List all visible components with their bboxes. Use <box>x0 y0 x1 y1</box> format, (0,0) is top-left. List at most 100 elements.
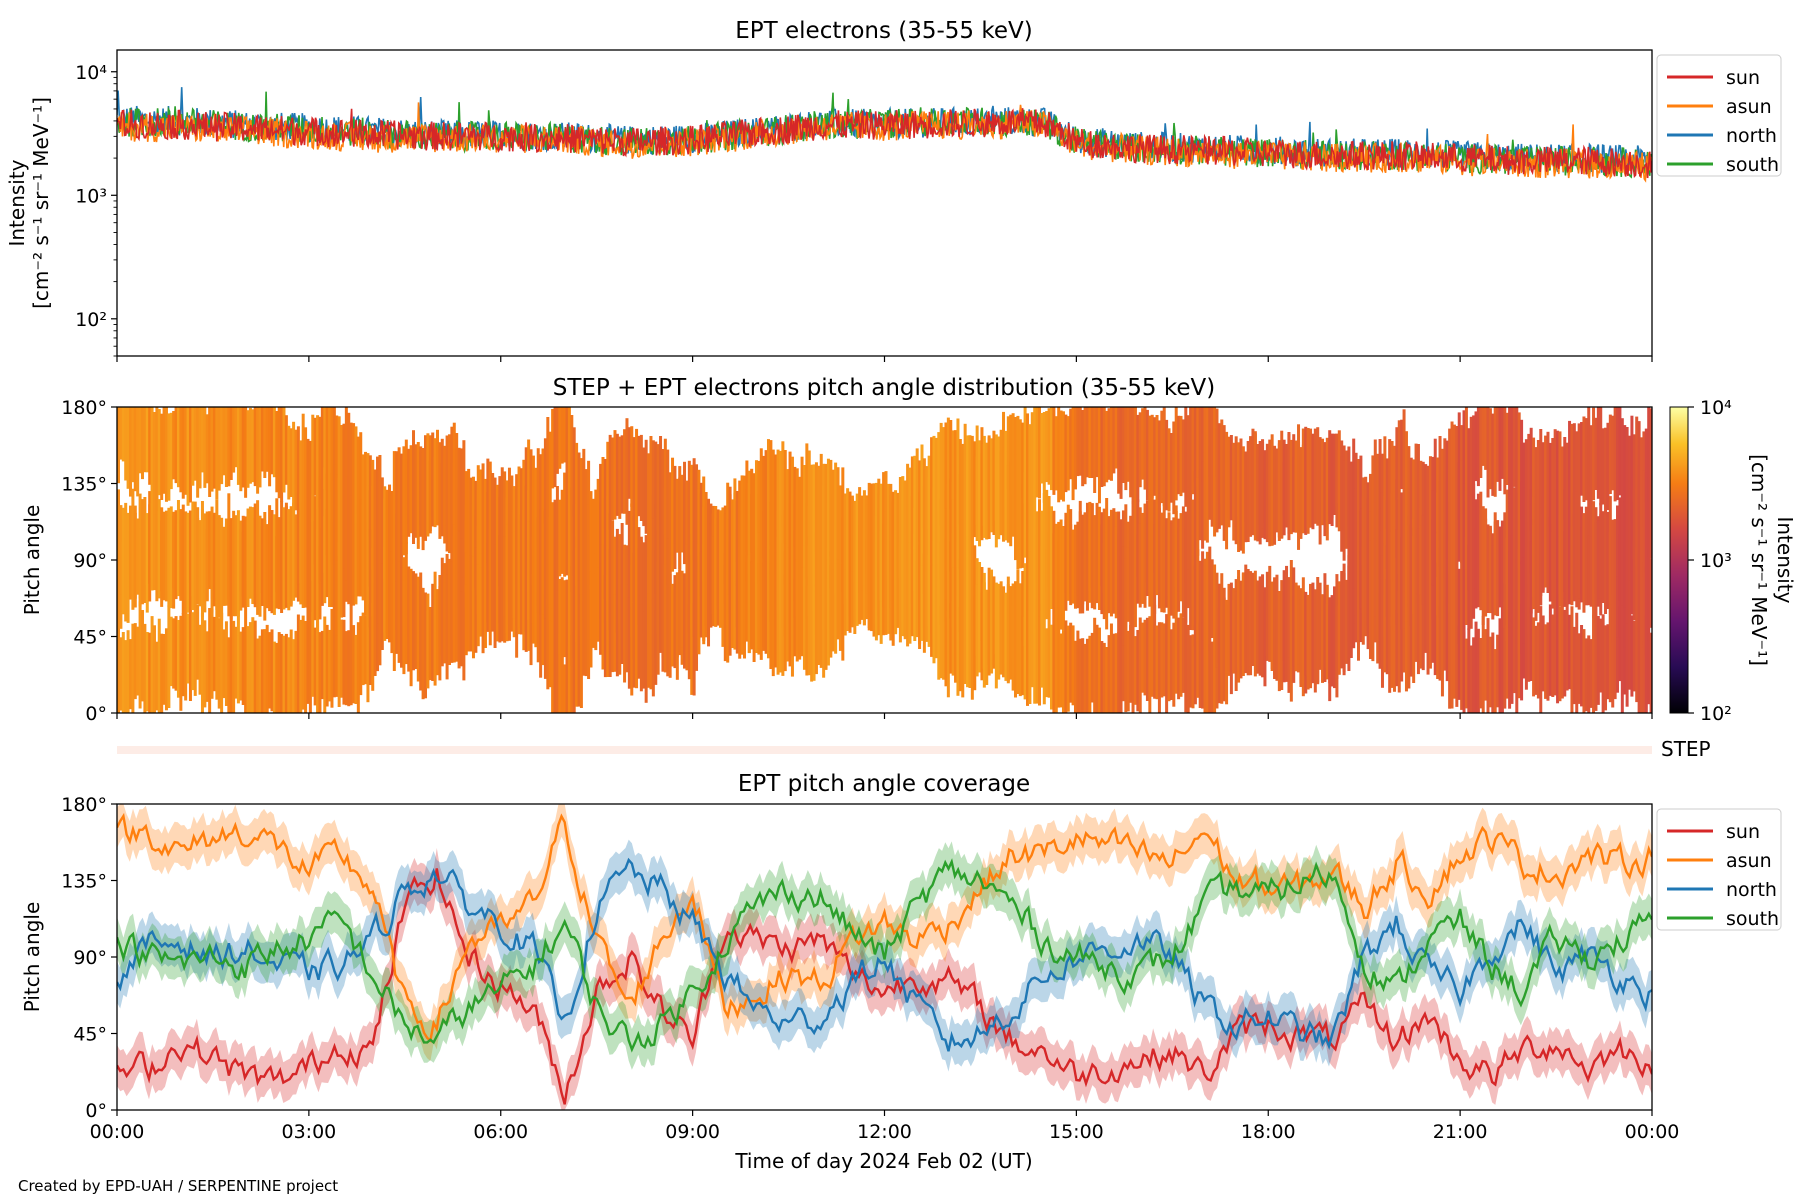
pad-cell <box>1203 558 1207 649</box>
pad-cell <box>1313 428 1317 508</box>
pad-cell <box>1073 407 1077 490</box>
pad-cell <box>529 519 533 623</box>
pad-cell <box>258 407 262 488</box>
pad-cell <box>167 515 171 607</box>
pad-cell <box>666 496 670 585</box>
pad-cell <box>493 477 497 560</box>
pad-cell <box>1388 534 1392 634</box>
pad-cell <box>1424 581 1428 653</box>
pad-cell <box>1529 541 1533 614</box>
pad-cell <box>445 574 449 680</box>
pad-cell <box>1121 546 1125 646</box>
pad-cell <box>1023 563 1027 647</box>
pad-cell <box>176 620 180 698</box>
pad-cell <box>1186 535 1190 609</box>
pad-cell <box>212 516 216 600</box>
pad-cell <box>826 578 830 666</box>
pad-cell <box>1608 496 1612 605</box>
pad-cell <box>1596 616 1600 705</box>
pad-cell <box>802 465 806 540</box>
pad-cell <box>284 502 288 600</box>
pad-cell <box>1325 437 1329 541</box>
pad-cell <box>212 407 216 489</box>
pad-cell <box>1532 617 1536 697</box>
pad-cell <box>236 633 240 704</box>
pad-cell <box>666 564 670 665</box>
pad-cell <box>1081 410 1085 487</box>
pad-cell <box>248 512 252 599</box>
pad-cell <box>942 427 946 522</box>
pad-cell <box>294 630 298 713</box>
pad-cell <box>985 589 989 685</box>
pad-cell <box>1558 431 1562 537</box>
pad-cell <box>1155 625 1159 700</box>
pad-cell <box>637 548 641 625</box>
pad-cell <box>332 522 336 627</box>
pad-cell <box>517 521 521 628</box>
pad-cell <box>587 535 591 640</box>
pad-cell <box>757 494 761 585</box>
pad-cell <box>325 473 329 556</box>
pad-cell <box>546 599 550 690</box>
pad-cell <box>1419 460 1423 536</box>
pad-cell <box>1433 566 1437 676</box>
pad-cell <box>1335 434 1339 528</box>
pad-cell <box>1133 636 1137 705</box>
pad-cell <box>1380 492 1384 578</box>
pad-cell <box>1121 407 1125 483</box>
pad-cell <box>1265 571 1269 656</box>
pad-cell <box>1225 599 1229 674</box>
pad-cell <box>421 591 425 700</box>
pad-cell <box>968 539 972 638</box>
pad-cell <box>471 569 475 659</box>
pad-cell <box>1198 622 1202 708</box>
pad-cell <box>361 454 365 525</box>
pad-cell <box>1378 439 1382 542</box>
pad-cell <box>1114 526 1118 619</box>
pad-cell <box>1275 574 1279 681</box>
pad-cell <box>140 610 144 702</box>
colorbar-tick-label: 10⁴ <box>1700 397 1732 419</box>
pad-cell <box>553 562 557 635</box>
pad-cell <box>714 525 718 627</box>
pad-cell <box>896 497 900 576</box>
pad-cell <box>1193 470 1197 570</box>
pad-cell <box>536 592 540 663</box>
pad-cell <box>575 504 579 586</box>
pad-cell <box>1316 606 1320 685</box>
pad-cell <box>140 506 144 605</box>
pad-cell <box>1340 571 1344 660</box>
pad-cell <box>843 493 847 570</box>
pad-cell <box>812 534 816 611</box>
pad-cell <box>589 498 593 585</box>
pad-cell <box>471 476 475 557</box>
pad-cell <box>819 595 823 668</box>
pad-cell <box>1244 564 1248 661</box>
pad-cell <box>649 436 653 528</box>
pad-cell <box>330 519 334 607</box>
pad-cell <box>738 480 742 551</box>
panel-pad: STEP + EPT electrons pitch angle distrib… <box>20 375 1797 761</box>
pad-cell <box>287 509 291 611</box>
pad-cell <box>671 457 675 553</box>
pad-cell <box>256 500 260 595</box>
pad-cell <box>157 510 161 599</box>
pad-cell <box>1604 427 1608 506</box>
pad-cell <box>1383 546 1387 637</box>
pad-cell <box>320 478 324 582</box>
pad-cell <box>1628 488 1632 581</box>
pad-cell <box>1081 518 1085 605</box>
pad-cell <box>635 602 639 689</box>
pad-cell <box>371 548 375 617</box>
pad-cell <box>289 428 293 497</box>
pad-cell <box>1095 624 1099 713</box>
pad-cell <box>608 434 612 530</box>
pad-cell <box>1649 558 1652 628</box>
pad-cell <box>1548 492 1552 568</box>
pad-cell <box>1160 622 1164 698</box>
pad-cell <box>1510 483 1514 584</box>
pad-cell <box>1373 532 1377 617</box>
pad-cell <box>1261 442 1265 529</box>
pad-cell <box>301 502 305 580</box>
pad-cell <box>294 517 298 590</box>
